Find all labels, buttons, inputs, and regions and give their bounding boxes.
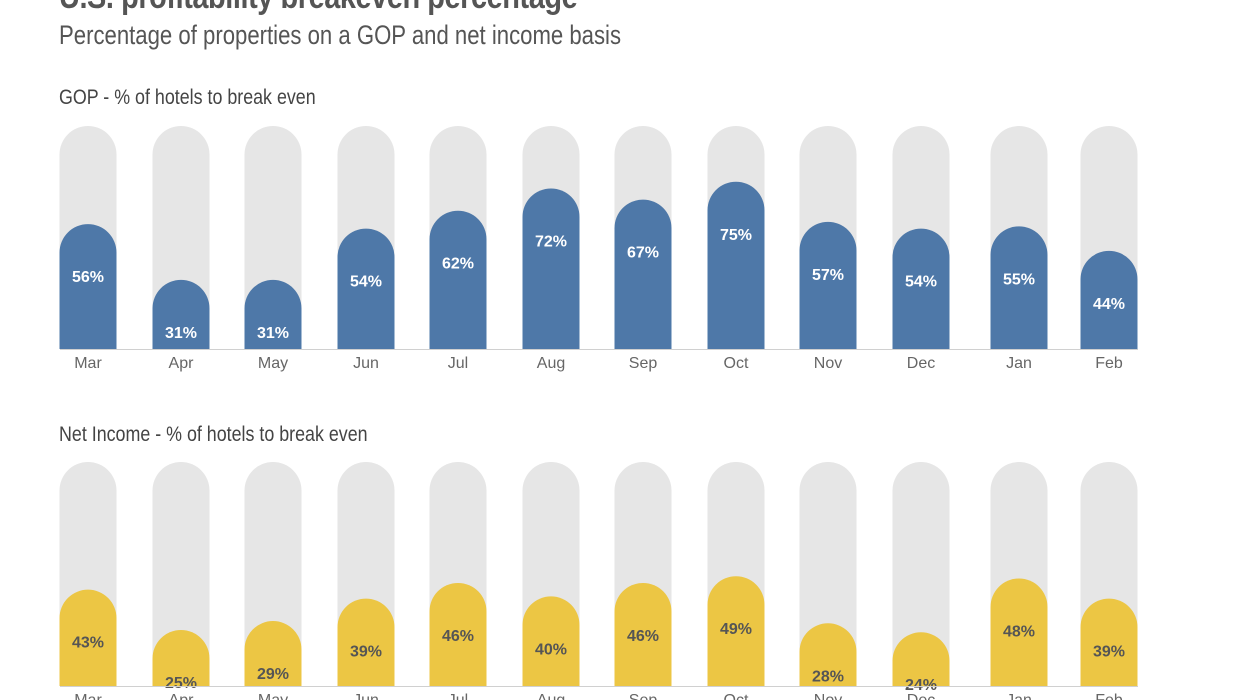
net-income-value-label: 24%	[905, 677, 937, 694]
net-income-month-label: Mar	[74, 692, 102, 700]
gop-value-label: 44%	[1093, 296, 1125, 313]
net-income-value-label: 49%	[720, 621, 752, 638]
net-income-month-label: May	[258, 692, 288, 700]
net-income-bar	[892, 632, 950, 686]
gop-month-label: Dec	[907, 355, 935, 372]
gop-value-label: 75%	[720, 227, 752, 244]
net-income-value-label: 39%	[350, 644, 382, 661]
gop-month-label: Jun	[353, 355, 379, 372]
gop-month-label: Jan	[1006, 355, 1032, 372]
gop-bar	[152, 279, 210, 349]
net-income-bar	[244, 621, 302, 686]
net-income-month-label: Jul	[448, 692, 468, 700]
net-income-bar	[152, 630, 210, 686]
gop-value-label: 56%	[72, 269, 104, 286]
gop-bar	[244, 279, 302, 349]
net-income-panel-title: Net Income - % of hotels to break even	[59, 423, 368, 446]
net-income-month-label: Jun	[353, 692, 379, 700]
net-income-month-label: Nov	[814, 692, 842, 700]
gop-value-label: 31%	[257, 325, 289, 342]
net-income-bar	[614, 582, 672, 686]
gop-bar	[990, 226, 1048, 349]
net-income-month-label: Dec	[907, 692, 935, 700]
net-income-bar-track	[152, 461, 210, 686]
net-income-value-label: 46%	[627, 628, 659, 645]
gop-bar	[799, 221, 857, 349]
net-income-month-label: Sep	[629, 692, 658, 700]
net-income-bar	[59, 589, 117, 686]
net-income-month-label: Apr	[169, 692, 195, 700]
gop-value-label: 62%	[442, 256, 474, 273]
gop-month-label: Nov	[814, 355, 842, 372]
gop-panel-title: GOP - % of hotels to break even	[59, 86, 316, 109]
gop-value-label: 54%	[905, 274, 937, 291]
net-income-value-label: 28%	[812, 668, 844, 685]
net-income-value-label: 25%	[165, 675, 197, 692]
gop-value-label: 55%	[1003, 271, 1035, 288]
gop-month-label: Apr	[169, 355, 195, 372]
net-income-month-label: Oct	[724, 692, 749, 700]
gop-month-label: Jul	[448, 355, 468, 372]
gop-month-label: Sep	[629, 355, 658, 372]
gop-value-label: 67%	[627, 245, 659, 262]
chart-subtitle: Percentage of properties on a GOP and ne…	[59, 20, 622, 50]
net-income-value-label: 48%	[1003, 623, 1035, 640]
net-income-bar	[1080, 598, 1138, 686]
gop-bar	[707, 181, 765, 349]
net-income-bar	[707, 576, 765, 686]
gop-value-label: 72%	[535, 233, 567, 250]
gop-value-label: 57%	[812, 267, 844, 284]
gop-bar	[337, 228, 395, 349]
gop-month-label: Aug	[537, 355, 565, 372]
net-income-bar-track	[892, 462, 950, 686]
net-income-month-label: Aug	[537, 692, 565, 700]
net-income-value-label: 43%	[72, 635, 104, 652]
gop-bar	[892, 228, 950, 349]
net-income-month-label: Feb	[1095, 692, 1123, 700]
net-income-bar	[799, 623, 857, 686]
gop-bar	[1080, 250, 1138, 349]
net-income-bar	[337, 598, 395, 686]
gop-value-label: 54%	[350, 274, 382, 291]
gop-bar	[429, 210, 487, 349]
net-income-bar	[990, 578, 1048, 686]
gop-bar	[614, 199, 672, 349]
gop-month-label: Mar	[74, 355, 102, 372]
gop-month-label: May	[258, 355, 288, 372]
gop-bar	[522, 188, 580, 349]
net-income-bar	[429, 582, 487, 686]
gop-month-label: Oct	[724, 355, 749, 372]
gop-bar	[59, 224, 117, 349]
net-income-value-label: 40%	[535, 641, 567, 658]
net-income-value-label: 46%	[442, 628, 474, 645]
net-income-value-label: 29%	[257, 666, 289, 683]
net-income-value-label: 39%	[1093, 644, 1125, 661]
gop-month-label: Feb	[1095, 355, 1123, 372]
net-income-bar	[522, 596, 580, 686]
gop-value-label: 31%	[165, 325, 197, 342]
net-income-month-label: Jan	[1006, 692, 1032, 700]
